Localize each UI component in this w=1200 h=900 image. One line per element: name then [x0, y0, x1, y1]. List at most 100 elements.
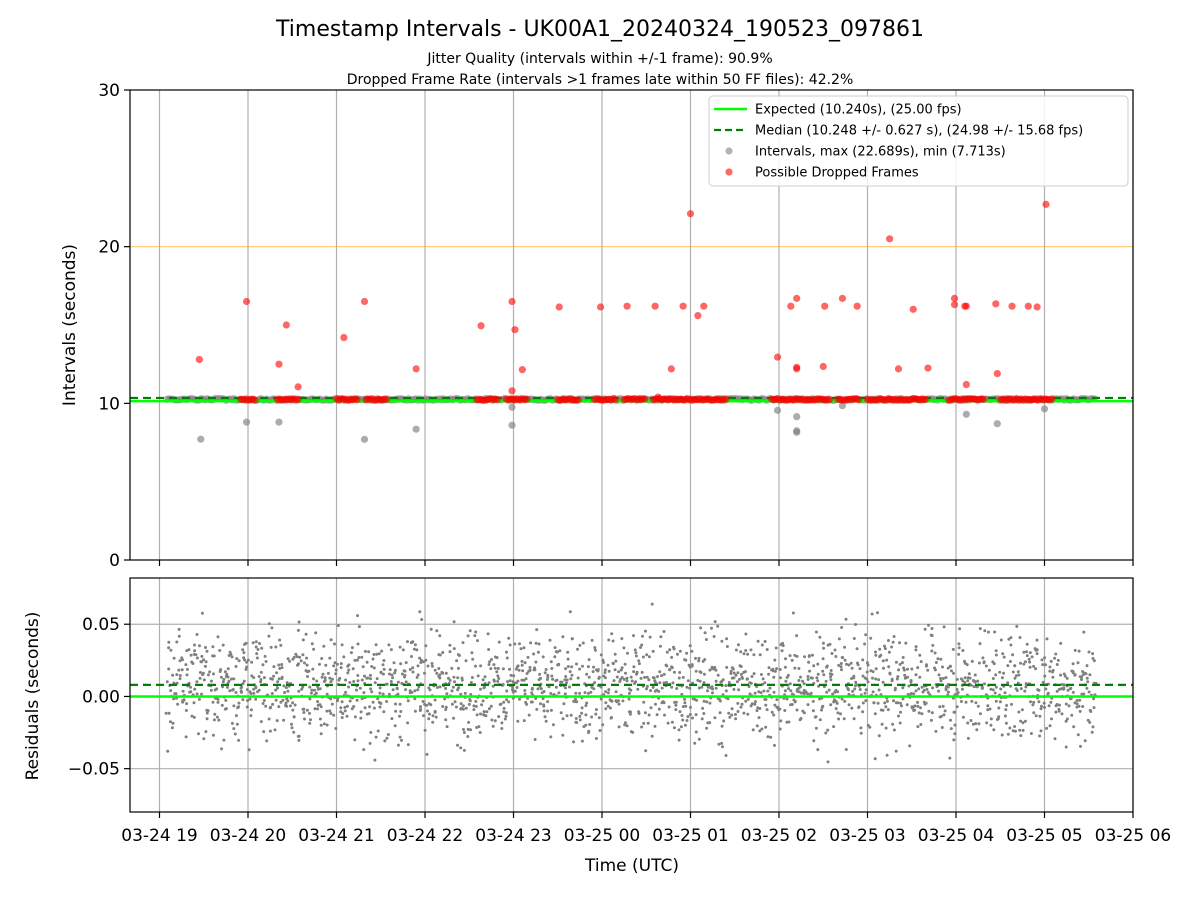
residual-point: [697, 656, 701, 660]
residual-point: [549, 660, 553, 664]
residual-point: [969, 719, 973, 722]
residual-point: [764, 703, 768, 707]
residual-point: [976, 679, 980, 683]
interval-outlier-point: [773, 406, 782, 414]
residual-point: [306, 675, 309, 678]
residual-point: [578, 714, 582, 718]
residual-point: [204, 660, 208, 664]
residual-point: [336, 697, 340, 700]
dropped-frame-point: [667, 365, 675, 373]
residual-point: [584, 723, 588, 727]
residual-point: [686, 715, 690, 719]
residual-point: [473, 634, 477, 638]
residual-point: [342, 655, 346, 659]
dropped-frame-point: [924, 364, 932, 372]
residual-point: [1008, 660, 1012, 663]
residual-point: [464, 659, 468, 663]
residual-point: [201, 671, 205, 675]
residual-point: [353, 658, 357, 662]
residual-point: [724, 754, 728, 757]
residual-point: [615, 675, 619, 679]
residual-point: [985, 721, 989, 725]
residual-point: [986, 708, 990, 712]
dropped-frame-point: [282, 321, 290, 329]
residual-point: [660, 686, 664, 690]
residual-point: [1058, 703, 1061, 707]
residual-point: [865, 670, 869, 674]
residual-point: [385, 736, 389, 740]
residual-point: [1091, 657, 1095, 660]
residual-point: [171, 673, 175, 677]
residual-point: [894, 749, 898, 753]
residual-point: [391, 676, 395, 680]
residual-point: [319, 723, 323, 727]
residual-point: [825, 690, 829, 694]
residual-point: [573, 697, 577, 701]
residual-point: [461, 641, 465, 645]
residual-point: [681, 675, 685, 679]
residual-point: [347, 668, 351, 672]
residual-point: [230, 677, 233, 681]
residual-point: [651, 649, 655, 653]
residual-point: [854, 683, 858, 687]
residual-point: [1002, 671, 1006, 675]
residual-point: [1048, 665, 1052, 669]
residual-point: [632, 665, 636, 669]
dropped-frame-point: [787, 302, 795, 310]
residual-point: [296, 628, 300, 632]
residual-point: [234, 665, 238, 668]
residual-point: [522, 719, 526, 723]
residual-point: [252, 691, 256, 695]
residual-point: [802, 711, 806, 715]
residual-point: [1032, 664, 1036, 668]
legend-label: Possible Dropped Frames: [755, 166, 919, 181]
residual-point: [861, 710, 865, 714]
residual-point: [376, 697, 380, 701]
residual-point: [614, 690, 618, 694]
residual-point: [702, 699, 706, 703]
residual-point: [488, 660, 492, 664]
residual-point: [323, 678, 327, 682]
residual-point: [716, 624, 720, 628]
residual-point: [378, 691, 382, 695]
residual-point: [460, 678, 464, 682]
residual-point: [580, 739, 584, 743]
residual-point: [840, 626, 844, 629]
residual-point: [297, 620, 301, 624]
residual-point: [305, 656, 309, 660]
dropped-frame-point: [962, 380, 970, 389]
residual-point: [489, 691, 493, 695]
residual-point: [756, 639, 760, 643]
residual-point: [220, 703, 224, 707]
residual-point: [566, 657, 570, 661]
residual-point: [570, 673, 574, 677]
residual-point: [427, 717, 431, 721]
residual-point: [348, 681, 352, 684]
residual-point: [912, 692, 916, 696]
residual-point: [603, 676, 607, 680]
residual-point: [905, 703, 909, 707]
residual-point: [855, 647, 859, 651]
residual-point: [701, 706, 705, 710]
residual-point: [1092, 659, 1096, 663]
residual-point: [523, 661, 527, 665]
residual-point: [1053, 737, 1057, 741]
residual-point: [444, 687, 448, 690]
residual-point: [586, 665, 590, 669]
residual-point: [821, 669, 825, 673]
residual-point: [283, 691, 287, 694]
residual-point: [569, 713, 573, 717]
residual-point: [177, 627, 181, 631]
residual-point: [194, 653, 198, 657]
residual-point: [677, 728, 681, 732]
residual-point: [474, 664, 477, 668]
residual-point: [344, 678, 348, 682]
residual-point: [645, 684, 649, 688]
residual-point: [1021, 721, 1025, 725]
residual-point: [316, 707, 320, 711]
residual-point: [708, 668, 712, 672]
residual-point: [339, 706, 343, 710]
residual-point: [846, 687, 850, 690]
residual-point: [647, 678, 651, 682]
residual-point: [1090, 730, 1094, 734]
